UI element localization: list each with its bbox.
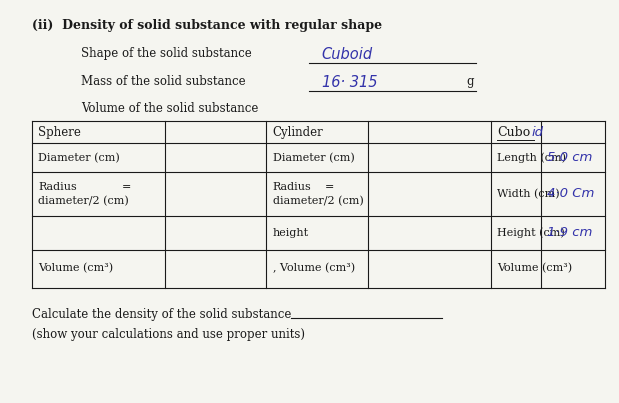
Text: Calculate the density of the solid substance: Calculate the density of the solid subst… xyxy=(32,307,292,320)
Text: height: height xyxy=(272,228,309,237)
Text: =: = xyxy=(121,182,131,192)
Text: 4·0 Cm: 4·0 Cm xyxy=(547,187,594,200)
Text: =: = xyxy=(325,182,334,192)
Text: Width (cm): Width (cm) xyxy=(498,189,560,199)
Text: Diameter (cm): Diameter (cm) xyxy=(38,153,120,163)
Text: Cubo: Cubo xyxy=(498,126,530,139)
Text: 1·9 cm: 1·9 cm xyxy=(547,226,592,239)
Text: Length (cm): Length (cm) xyxy=(498,153,566,163)
Text: Mass of the solid substance: Mass of the solid substance xyxy=(82,75,246,88)
Text: Volume (cm³): Volume (cm³) xyxy=(498,264,573,274)
Text: diameter/2 (cm): diameter/2 (cm) xyxy=(272,196,363,206)
Text: Shape of the solid substance: Shape of the solid substance xyxy=(82,48,253,60)
Text: (ii)  Density of solid substance with regular shape: (ii) Density of solid substance with reg… xyxy=(32,19,383,32)
Text: Volume (cm³): Volume (cm³) xyxy=(38,264,113,274)
Text: g: g xyxy=(467,75,474,88)
Text: (show your calculations and use proper units): (show your calculations and use proper u… xyxy=(32,328,305,341)
Text: diameter/2 (cm): diameter/2 (cm) xyxy=(38,196,129,206)
Text: Volume of the solid substance: Volume of the solid substance xyxy=(82,102,259,115)
Text: Cylinder: Cylinder xyxy=(272,126,323,139)
Text: Cuboid: Cuboid xyxy=(322,48,373,62)
Text: id: id xyxy=(531,126,543,139)
Text: 16· 315: 16· 315 xyxy=(322,75,378,90)
Text: Height (cm): Height (cm) xyxy=(498,227,565,238)
Text: 5·0 cm: 5·0 cm xyxy=(547,152,592,164)
Text: Radius: Radius xyxy=(272,182,311,192)
Text: Radius: Radius xyxy=(38,182,77,192)
Text: , Volume (cm³): , Volume (cm³) xyxy=(272,264,355,274)
Text: Diameter (cm): Diameter (cm) xyxy=(272,153,354,163)
Text: Sphere: Sphere xyxy=(38,126,81,139)
